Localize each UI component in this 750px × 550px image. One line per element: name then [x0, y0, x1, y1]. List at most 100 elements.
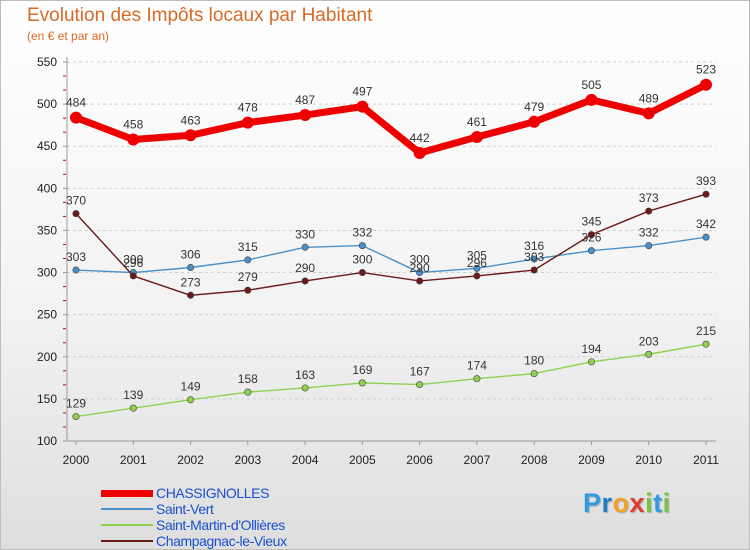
- data-point: [416, 277, 424, 285]
- y-tick-label: 150: [37, 392, 57, 406]
- data-point: [127, 133, 140, 146]
- data-label: 479: [524, 100, 544, 114]
- data-label: 163: [295, 368, 315, 382]
- series-line: [75, 343, 707, 418]
- data-point: [301, 277, 309, 285]
- legend-swatch: [101, 489, 153, 497]
- data-label: 279: [238, 270, 258, 284]
- data-label: 174: [467, 359, 487, 373]
- data-label: 489: [639, 91, 659, 105]
- data-label: 296: [467, 256, 487, 270]
- y-tick-label: 400: [37, 181, 57, 195]
- data-point: [244, 388, 252, 396]
- data-point: [72, 210, 80, 218]
- data-point: [244, 286, 252, 294]
- data-label: 215: [696, 324, 716, 338]
- x-tick-label: 2011: [693, 453, 719, 467]
- data-point: [528, 115, 541, 128]
- data-label: 458: [123, 117, 143, 131]
- legend-label: Saint-Vert: [156, 501, 214, 517]
- data-label: 305: [467, 248, 487, 262]
- data-point: [129, 404, 137, 412]
- data-label: 330: [295, 227, 315, 241]
- chart-subtitle: (en € et par an): [27, 29, 110, 43]
- x-tick-label: 2009: [578, 453, 605, 467]
- data-point: [585, 93, 598, 106]
- logo-letter: x: [629, 488, 646, 518]
- data-point: [356, 100, 369, 113]
- data-label: 463: [181, 113, 201, 127]
- y-tick-label: 250: [37, 308, 57, 322]
- x-tick-label: 2001: [120, 453, 147, 467]
- y-tick-label: 200: [37, 350, 57, 364]
- data-label: 203: [639, 334, 659, 348]
- x-tick-label: 2005: [349, 453, 376, 467]
- data-label: 373: [639, 191, 659, 205]
- y-tick-label: 350: [37, 223, 57, 237]
- data-label: 300: [352, 253, 372, 267]
- y-tick-label: 450: [37, 139, 57, 153]
- data-point: [473, 272, 481, 280]
- x-tick-label: 2002: [177, 453, 204, 467]
- data-point: [645, 350, 653, 358]
- y-tick-label: 100: [37, 434, 57, 448]
- data-label: 505: [581, 78, 601, 92]
- chart-title: Evolution des Impôts locaux par Habitant: [27, 5, 373, 26]
- data-point: [473, 375, 481, 383]
- data-point: [702, 190, 710, 198]
- data-point: [72, 266, 80, 274]
- data-label: 332: [352, 226, 372, 240]
- data-point: [645, 207, 653, 215]
- data-label: 169: [352, 363, 372, 377]
- data-point: [702, 233, 710, 241]
- data-label: 139: [123, 388, 143, 402]
- data-label: 296: [123, 256, 143, 270]
- series-line: [74, 81, 708, 157]
- logo-letter: r: [601, 488, 613, 518]
- data-label: 487: [295, 93, 315, 107]
- data-point: [416, 269, 424, 277]
- logo-letter: i: [662, 488, 671, 518]
- data-point: [645, 242, 653, 250]
- data-label: 303: [524, 250, 544, 264]
- data-label: 290: [410, 261, 430, 275]
- data-point: [473, 264, 481, 272]
- x-tick-label: 2008: [521, 453, 548, 467]
- data-point: [184, 129, 197, 142]
- logo-letter: i: [645, 488, 654, 518]
- data-label: 300: [410, 253, 430, 267]
- x-tick-label: 2006: [406, 453, 433, 467]
- x-tick-label: 2010: [635, 453, 662, 467]
- data-point: [358, 379, 366, 387]
- data-point: [301, 384, 309, 392]
- data-label: 345: [581, 215, 601, 229]
- data-point: [187, 396, 195, 404]
- proxiti-logo: Proxiti: [583, 488, 671, 519]
- data-point: [587, 358, 595, 366]
- data-label: 332: [639, 226, 659, 240]
- data-point: [244, 256, 252, 264]
- data-point: [129, 272, 137, 280]
- logo-letter: t: [653, 488, 663, 518]
- data-label: 194: [581, 342, 601, 356]
- data-label: 149: [181, 380, 201, 394]
- logo-letter: o: [612, 488, 630, 518]
- logo-letter: P: [583, 488, 602, 518]
- data-label: 393: [696, 174, 716, 188]
- data-point: [587, 231, 595, 239]
- data-label: 158: [238, 372, 258, 386]
- legend-label: CHASSIGNOLLES: [156, 485, 270, 501]
- data-point: [301, 243, 309, 251]
- data-point: [72, 413, 80, 421]
- data-point: [358, 269, 366, 277]
- data-label: 315: [238, 240, 258, 254]
- data-label: 497: [352, 85, 372, 99]
- x-tick-label: 2003: [234, 453, 261, 467]
- data-label: 484: [66, 96, 86, 110]
- legend-swatch: [101, 508, 153, 510]
- data-label: 370: [66, 194, 86, 208]
- data-label: 303: [66, 250, 86, 264]
- legend-label: Saint-Martin-d'Ollières: [156, 517, 285, 533]
- series-line: [75, 193, 707, 296]
